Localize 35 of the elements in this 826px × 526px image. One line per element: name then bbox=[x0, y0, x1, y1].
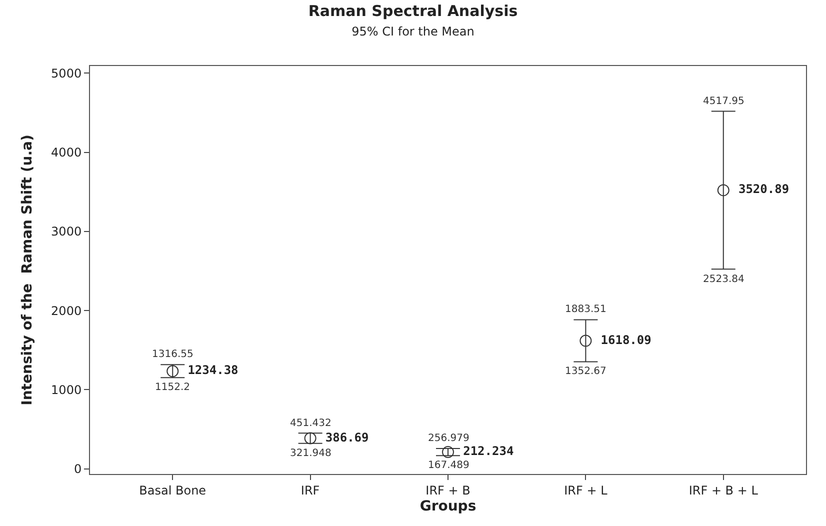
point bbox=[580, 334, 592, 347]
data-label: 1234.38 bbox=[180, 363, 238, 378]
x-tick-label: IRF + B bbox=[426, 483, 470, 498]
annotation: 1316.55 bbox=[152, 349, 194, 360]
annotation: 1352.67 bbox=[565, 366, 606, 377]
chart-subtitle: 95% CI for the Mean bbox=[352, 24, 474, 38]
y-axis-title: Intensity of the Raman Shift (u.a) bbox=[20, 134, 36, 406]
annotation: 256.979 bbox=[428, 433, 470, 444]
x-tick-label: IRF + B + L bbox=[688, 483, 758, 498]
y-tick-label: 2000 bbox=[51, 304, 82, 318]
y-tick-label: 0 bbox=[74, 462, 82, 476]
data-label: 3520.89 bbox=[731, 182, 790, 196]
y-tick-label: 5000 bbox=[51, 66, 82, 80]
point bbox=[717, 184, 730, 196]
annotation: 1883.51 bbox=[565, 304, 606, 315]
annotation: 1152.2 bbox=[155, 382, 190, 393]
x-tick-label: Basal Bone bbox=[139, 483, 206, 498]
annotation: 4517.95 bbox=[703, 96, 744, 107]
annotation: 167.489 bbox=[428, 460, 470, 471]
x-tick-label: IRF + L bbox=[564, 483, 608, 498]
annotation: 2523.84 bbox=[703, 274, 744, 285]
x-axis-title: Groups bbox=[420, 498, 476, 515]
point bbox=[304, 432, 316, 444]
chart-title: Raman Spectral Analysis bbox=[308, 2, 518, 20]
data-label: 386.69 bbox=[318, 430, 369, 444]
x-tick-label: IRF bbox=[300, 483, 320, 498]
annotation: 451.432 bbox=[290, 418, 332, 429]
y-tick-label: 3000 bbox=[51, 224, 82, 239]
annotation: 321.948 bbox=[290, 448, 332, 459]
point bbox=[166, 365, 179, 378]
y-tick-label: 4000 bbox=[51, 145, 82, 160]
data-label: 212.234 bbox=[456, 444, 514, 458]
data-label: 1618.09 bbox=[594, 332, 652, 347]
point bbox=[442, 446, 454, 458]
y-tick-label: 1000 bbox=[51, 382, 82, 397]
